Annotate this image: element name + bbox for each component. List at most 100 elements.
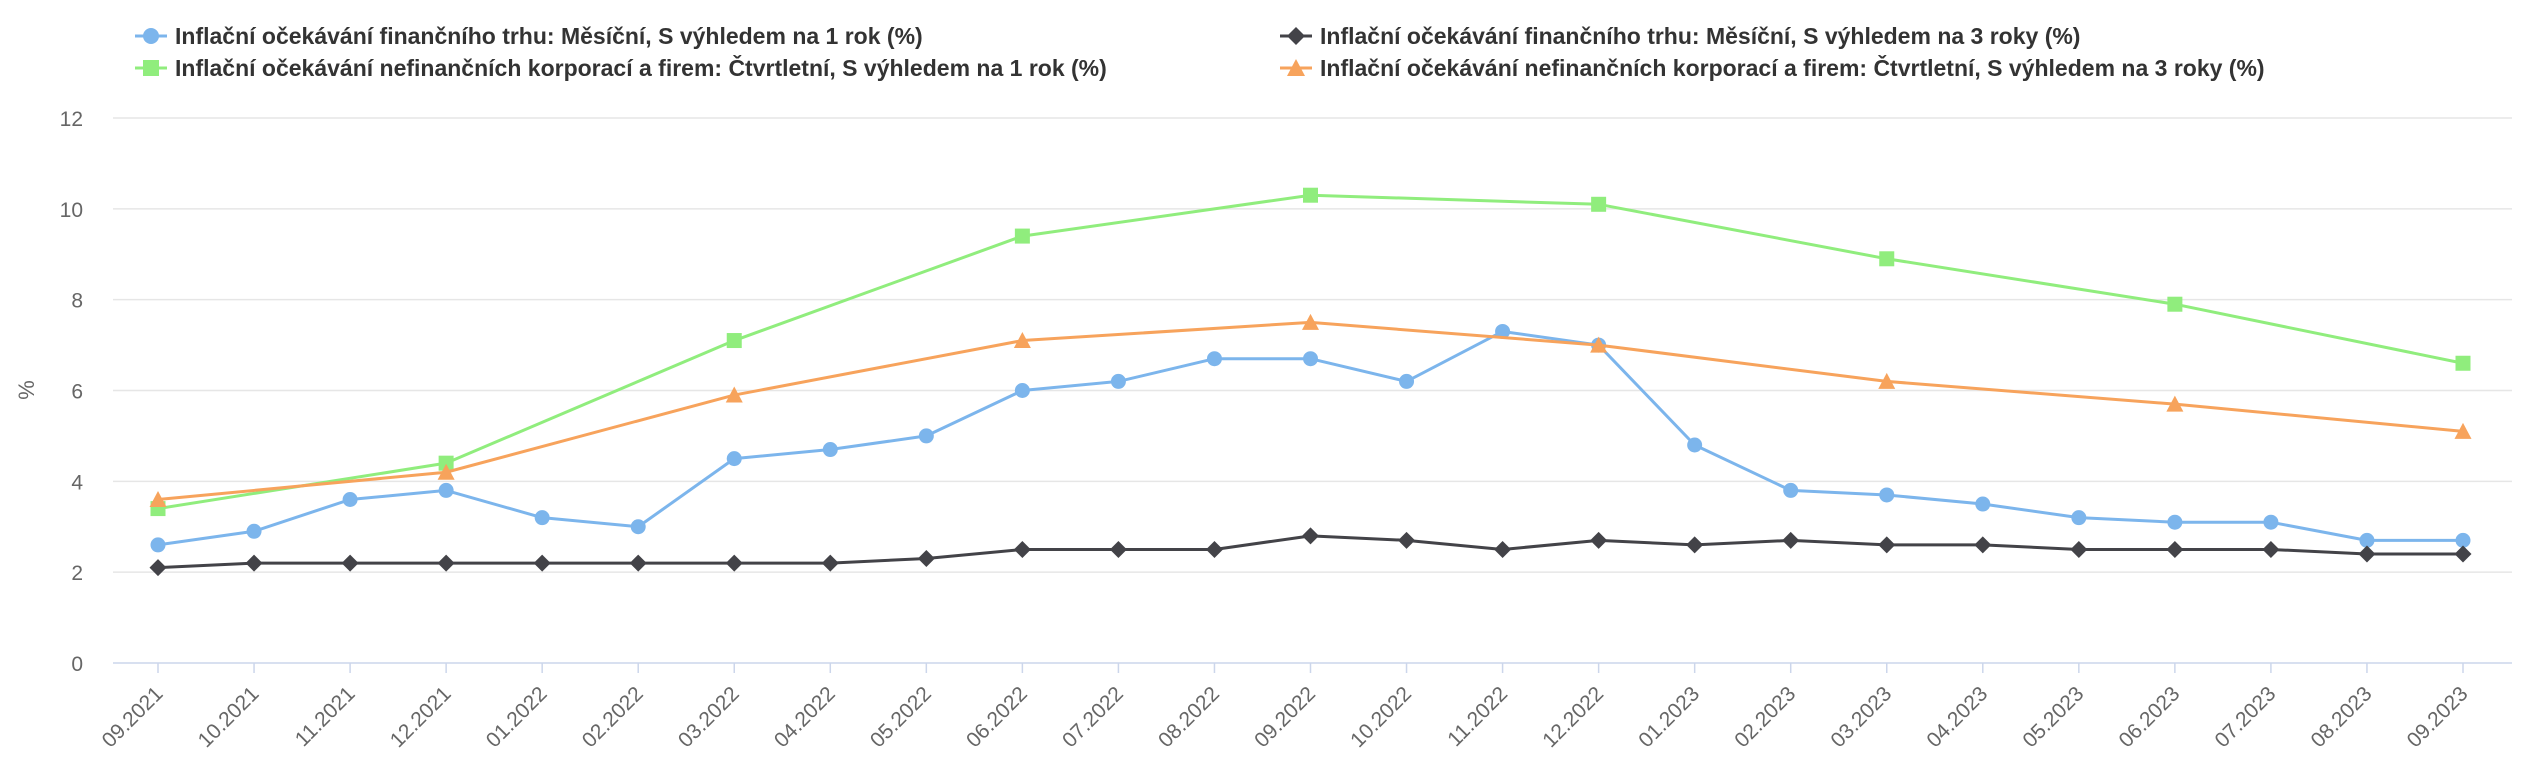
data-point	[2167, 514, 2183, 530]
data-point	[1974, 536, 1992, 554]
data-point	[726, 451, 742, 467]
x-tick-label: 07.2023	[2211, 682, 2281, 752]
data-point	[725, 554, 743, 572]
x-tick-label: 09.2021	[98, 682, 168, 752]
data-point	[2262, 540, 2280, 558]
data-point	[1878, 536, 1896, 554]
data-point	[1303, 351, 1318, 367]
data-point	[1975, 496, 1991, 512]
y-tick-label: 6	[71, 381, 83, 404]
x-tick-label: 05.2023	[2018, 682, 2088, 752]
series-line	[157, 320, 2464, 501]
data-point	[2263, 514, 2279, 530]
legend-label: Inflační očekávání nefinančních korporac…	[1320, 54, 2265, 81]
data-point	[2358, 545, 2376, 563]
data-point	[342, 492, 358, 507]
data-point	[2455, 532, 2471, 548]
data-point	[2454, 422, 2472, 439]
legend-label: Inflační očekávání nefinančních korporac…	[175, 54, 1107, 81]
x-tick-label: 05.2022	[866, 682, 936, 752]
x-tick-label: 04.2023	[1922, 682, 1992, 752]
y-tick-label: 4	[71, 471, 83, 494]
x-tick-label: 11.2021	[291, 682, 360, 751]
x-tick-label: 12.2022	[1538, 682, 1608, 752]
y-tick-label: 12	[60, 108, 83, 131]
data-point	[726, 333, 742, 349]
legend-item: Inflační očekávání nefinančních korporac…	[1280, 54, 2265, 81]
x-tick-label: 02.2023	[1730, 682, 1800, 752]
x-tick-label: 08.2023	[2307, 682, 2377, 752]
x-tick-label: 04.2022	[770, 682, 840, 752]
data-point	[1495, 323, 1511, 339]
legend: Inflační očekávání finančního trhu: Měsí…	[135, 23, 2265, 81]
data-point	[246, 523, 262, 539]
data-point	[1206, 351, 1222, 367]
legend-marker	[1287, 27, 1305, 45]
data-point	[149, 559, 167, 577]
data-point	[2166, 395, 2184, 412]
x-tick-label: 06.2022	[962, 682, 1032, 752]
data-point	[1013, 332, 1031, 349]
legend-marker	[143, 60, 159, 76]
data-point	[917, 550, 935, 568]
data-point	[1014, 228, 1030, 244]
data-point	[2167, 296, 2183, 312]
legend-label: Inflační očekávání finančního trhu: Měsí…	[1320, 23, 2080, 49]
x-tick-label: 09.2023	[2403, 682, 2473, 752]
data-point	[2455, 355, 2471, 371]
data-point	[1109, 540, 1127, 558]
data-point	[1205, 540, 1223, 558]
data-point	[2071, 510, 2087, 526]
series	[149, 313, 2472, 507]
data-point	[1494, 540, 1512, 558]
data-point	[437, 554, 455, 572]
data-point	[2454, 545, 2472, 563]
legend-item: Inflační očekávání finančního trhu: Měsí…	[135, 23, 923, 49]
y-tick-label: 0	[71, 653, 83, 676]
data-point	[1303, 187, 1318, 203]
legend-item: Inflační očekávání nefinančních korporac…	[135, 54, 1107, 81]
data-point	[245, 554, 263, 572]
data-point	[918, 428, 934, 444]
data-point	[1399, 373, 1415, 389]
data-point	[1687, 437, 1703, 453]
x-axis: 09.2021 10.2021 11.2021 12.2021 01.2022 02.20…	[98, 663, 2473, 752]
data-point	[533, 554, 551, 572]
x-tick-label: 01.2022	[482, 682, 552, 752]
legend-marker	[143, 28, 159, 44]
y-axis: 0 2 4 6 8 10 12%	[14, 108, 83, 676]
grid	[113, 117, 2512, 664]
data-point	[629, 554, 647, 572]
data-point	[725, 386, 743, 403]
x-tick-label: 07.2022	[1058, 682, 1128, 752]
data-point	[1879, 487, 1895, 503]
data-point	[1398, 531, 1416, 549]
data-point	[149, 491, 167, 507]
legend-marker	[1287, 59, 1305, 76]
x-tick-label: 02.2022	[578, 682, 648, 752]
y-tick-label: 10	[60, 199, 83, 222]
data-point	[1878, 372, 1896, 389]
data-point	[821, 554, 839, 572]
x-tick-label: 10.2022	[1346, 682, 1416, 752]
data-point	[438, 455, 454, 471]
series	[149, 527, 2472, 577]
data-point	[1013, 540, 1031, 558]
data-point	[1590, 531, 1608, 549]
data-point	[1879, 251, 1895, 267]
x-tick-label: 03.2022	[674, 682, 744, 752]
data-point	[150, 537, 166, 553]
data-point	[1591, 196, 1607, 212]
x-tick-label: 12.2021	[386, 682, 456, 752]
data-point	[630, 519, 646, 535]
data-point	[1014, 383, 1030, 398]
data-point	[2359, 532, 2375, 548]
data-point	[1686, 536, 1704, 554]
x-tick-label: 09.2022	[1250, 682, 1320, 752]
legend-item: Inflační očekávání finančního trhu: Měsí…	[1280, 23, 2080, 49]
x-tick-label: 03.2023	[1826, 682, 1896, 752]
series-group	[149, 187, 2472, 577]
data-point	[2166, 540, 2184, 558]
